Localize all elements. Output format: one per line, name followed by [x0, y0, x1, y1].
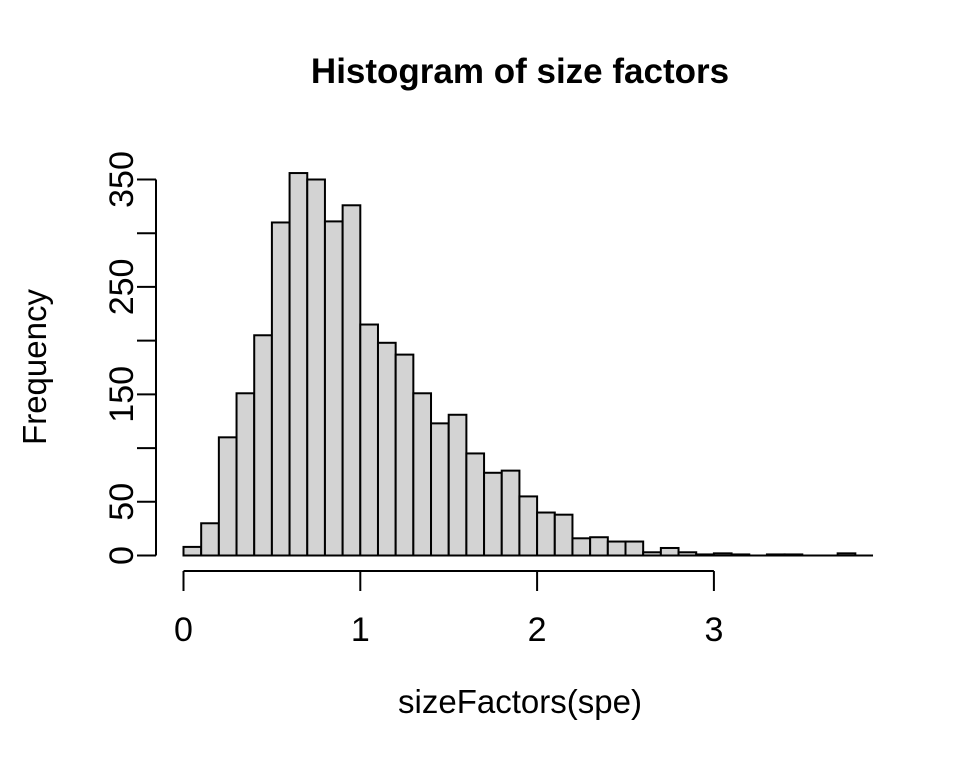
- histogram-bar: [642, 551, 662, 557]
- histogram-bar: [500, 469, 521, 557]
- chart-title: Histogram of size factors: [311, 52, 729, 91]
- histogram-bar: [589, 536, 609, 557]
- histogram-bar: [659, 546, 680, 557]
- histogram-bar: [182, 545, 203, 557]
- y-axis-tick-label: 250: [103, 259, 141, 316]
- histogram-bars: [182, 172, 874, 557]
- histogram-bar: [430, 422, 450, 557]
- x-axis-tick-label: 3: [704, 611, 723, 649]
- histogram-bar: [359, 323, 379, 557]
- y-axis-tick-label: 0: [103, 546, 141, 565]
- histogram-bar: [553, 513, 574, 557]
- histogram-bar: [235, 392, 256, 557]
- x-axis-tick-label: 1: [351, 611, 370, 649]
- histogram-bar: [376, 341, 397, 557]
- histogram-bar: [518, 495, 539, 557]
- histogram-bar: [606, 540, 627, 557]
- histogram-bar: [730, 553, 751, 557]
- y-axis-tick-label: 150: [103, 366, 141, 423]
- histogram-bar: [695, 553, 715, 557]
- histogram-bar: [253, 334, 273, 557]
- y-axis-label: Frequency: [16, 289, 53, 445]
- y-axis-tick-label: 350: [103, 151, 141, 208]
- histogram-bar: [217, 436, 238, 557]
- histogram-bar: [465, 452, 486, 557]
- histogram-bar: [447, 413, 468, 557]
- x-axis: 0 1 2 3: [174, 570, 723, 649]
- x-axis-label: sizeFactors(spe): [398, 683, 642, 720]
- histogram-bar: [765, 553, 786, 557]
- x-axis-tick-label: 2: [528, 611, 547, 649]
- y-axis-tick-label: 50: [103, 483, 141, 521]
- histogram-bar: [306, 178, 326, 557]
- histogram-bar: [536, 511, 556, 557]
- histogram-bar: [783, 553, 804, 557]
- histogram-bar: [483, 471, 503, 557]
- histogram-bar: [412, 392, 433, 557]
- histogram-bar: [571, 537, 592, 557]
- histogram-bar: [200, 522, 220, 557]
- histogram-bar: [270, 221, 291, 557]
- histogram-bar: [677, 551, 698, 557]
- histogram-bar: [712, 552, 733, 557]
- histogram-bar: [341, 204, 362, 557]
- histogram-bar: [836, 552, 857, 557]
- histogram-bar: [624, 540, 645, 557]
- y-axis: 0 50 150 250 350: [103, 151, 157, 565]
- histogram-bar: [323, 220, 344, 557]
- x-axis-tick-label: 0: [174, 611, 193, 649]
- histogram-bar: [288, 172, 309, 557]
- histogram-bar: [394, 353, 415, 557]
